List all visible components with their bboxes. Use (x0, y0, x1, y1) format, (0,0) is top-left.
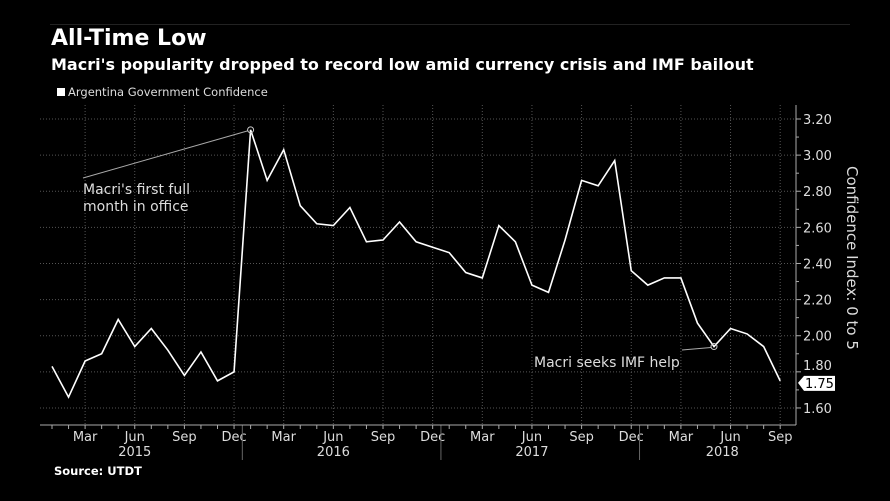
x-tick-label: Jun (521, 430, 542, 445)
y-tick-label: 2.80 (803, 185, 832, 200)
y-tick-label: 2.20 (803, 294, 832, 309)
x-tick-label: Dec (619, 430, 644, 445)
x-tick-label: Mar (271, 430, 296, 445)
legend: Argentina Government Confidence (57, 85, 268, 99)
y-tick-label: 1.60 (803, 402, 832, 417)
x-tick-label: Dec (420, 430, 445, 445)
chart-subtitle: Macri's popularity dropped to record low… (51, 55, 754, 74)
x-tick-label: Jun (124, 430, 145, 445)
x-tick-label: Sep (768, 430, 793, 445)
x-tick-label: Jun (322, 430, 343, 445)
annotation-leader (681, 347, 712, 351)
y-axis-title: Confidence Index: 0 to 5 (843, 166, 861, 350)
x-tick-label: Dec (221, 430, 246, 445)
y-tick-label: 2.00 (803, 330, 832, 345)
x-year-label: 2016 (317, 445, 350, 460)
x-tick-label: Sep (569, 430, 594, 445)
annotation-marker (247, 126, 255, 134)
annotation-text: month in office (83, 199, 189, 215)
last-value-label: 1.75 (805, 377, 834, 392)
last-value-tag (798, 375, 835, 391)
x-tick-label: Mar (73, 430, 98, 445)
x-year-label: 2017 (515, 445, 548, 460)
x-tick-label: Mar (470, 430, 495, 445)
x-year-label: 2018 (706, 445, 739, 460)
legend-swatch (57, 88, 65, 96)
x-tick-label: Mar (669, 430, 694, 445)
annotation-text: Macri seeks IMF help (534, 355, 680, 371)
y-tick-label: 3.20 (803, 113, 832, 128)
annotation-text: Macri's first full (83, 182, 190, 198)
y-tick-label: 2.40 (803, 257, 832, 272)
y-tick-label: 3.00 (803, 149, 832, 164)
y-tick-label: 1.80 (803, 359, 832, 374)
x-tick-label: Sep (371, 430, 396, 445)
chart-title: All-Time Low (51, 26, 207, 51)
x-year-label: 2015 (118, 445, 151, 460)
annotation-leader (82, 130, 248, 179)
x-tick-label: Sep (172, 430, 197, 445)
x-tick-label: Jun (719, 430, 740, 445)
legend-label: Argentina Government Confidence (68, 85, 268, 99)
y-tick-label: 2.60 (803, 221, 832, 236)
source-note: Source: UTDT (54, 464, 142, 478)
annotation-marker (710, 343, 718, 351)
top-rule (50, 24, 850, 25)
